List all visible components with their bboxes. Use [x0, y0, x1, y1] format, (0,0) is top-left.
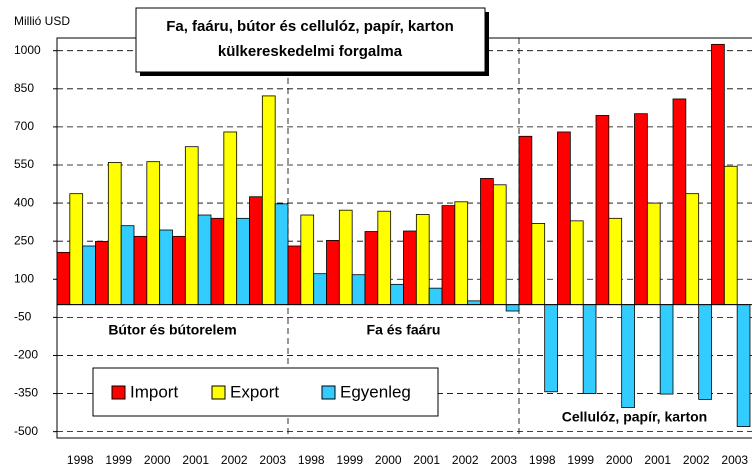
bar	[518, 135, 533, 306]
bar	[595, 115, 610, 306]
bar	[441, 205, 456, 306]
bar	[184, 146, 199, 306]
bar	[403, 230, 417, 306]
x-tick-label: 2002	[683, 453, 710, 467]
chart-title: Fa, faáru, bútor és cellulóz, papír, kar…	[166, 18, 454, 35]
bar	[261, 95, 276, 306]
x-tick-label: 2002	[452, 453, 479, 467]
x-tick-label: 2003	[490, 453, 517, 467]
bar	[159, 229, 173, 306]
x-tick-label: 2001	[182, 453, 209, 467]
bar	[223, 131, 238, 306]
group-label: Bútor és bútorelem	[108, 322, 236, 338]
bar	[377, 210, 392, 306]
y-tick-label: -50	[14, 310, 32, 324]
bar	[172, 235, 186, 306]
group-label: Fa és faáru	[367, 322, 441, 338]
bar	[249, 196, 263, 306]
bar	[107, 162, 122, 306]
x-tick-label: 2001	[644, 453, 671, 467]
bar	[95, 241, 109, 306]
bar	[274, 203, 289, 306]
y-axis-label: Millió USD	[14, 14, 70, 28]
y-tick-label: 700	[14, 119, 34, 133]
bar	[56, 251, 71, 306]
x-tick-label: 2003	[259, 453, 286, 467]
bar	[698, 304, 712, 400]
bar	[428, 287, 443, 306]
bar	[685, 193, 700, 306]
bar	[133, 235, 148, 306]
bar	[531, 222, 546, 306]
legend-swatch	[321, 385, 336, 400]
x-tick-label: 2000	[144, 453, 171, 467]
chart-title: külkereskedelmi forgalma	[218, 43, 403, 60]
x-tick-label: 1998	[298, 453, 325, 467]
bar	[634, 113, 648, 306]
bar	[646, 202, 661, 306]
bar	[120, 225, 135, 306]
x-tick-label: 2002	[221, 453, 248, 467]
x-tick-label: 2001	[413, 453, 440, 467]
x-tick-label: 1998	[529, 453, 556, 467]
bar	[723, 165, 738, 306]
bar	[505, 304, 520, 312]
bar	[390, 283, 404, 306]
bar	[69, 193, 84, 306]
x-tick-label: 1999	[336, 453, 363, 467]
legend-swatch	[111, 385, 126, 400]
bar	[236, 217, 250, 306]
bar	[313, 273, 327, 306]
group-label: Cellulóz, papír, karton	[562, 409, 707, 425]
legend-box	[92, 367, 439, 417]
legend-swatch	[211, 385, 226, 400]
bar	[351, 274, 366, 306]
bar	[300, 214, 315, 306]
y-tick-label: 400	[14, 195, 34, 209]
y-tick-label: 100	[14, 271, 34, 285]
y-tick-label: 1000	[14, 43, 41, 57]
x-tick-label: 1999	[567, 453, 594, 467]
bar	[82, 245, 96, 306]
y-tick-label: 550	[14, 157, 34, 171]
bar	[338, 209, 353, 306]
bar	[736, 304, 751, 427]
y-tick-label: -500	[14, 424, 38, 438]
y-tick-label: 850	[14, 81, 34, 95]
bar	[557, 131, 571, 306]
legend-label: Import	[130, 382, 178, 401]
bar	[480, 178, 494, 306]
bar	[544, 304, 558, 393]
y-tick-label: 250	[14, 233, 34, 247]
bar	[582, 304, 597, 394]
bar	[287, 245, 302, 306]
y-tick-label: -200	[14, 348, 38, 362]
x-tick-label: 2000	[375, 453, 402, 467]
bar	[672, 98, 687, 306]
legend-label: Egyenleg	[340, 382, 411, 401]
bar	[454, 201, 469, 306]
bar	[608, 217, 623, 306]
bar	[659, 304, 674, 395]
bar	[415, 214, 430, 306]
bar	[326, 240, 340, 306]
bar	[197, 214, 212, 306]
bar	[210, 217, 225, 306]
legend-label: Export	[230, 382, 279, 401]
bar	[146, 161, 161, 306]
x-tick-label: 1998	[67, 453, 94, 467]
bar	[569, 220, 584, 306]
y-tick-label: -350	[14, 386, 38, 400]
x-tick-label: 2000	[606, 453, 633, 467]
title-box	[135, 7, 486, 73]
x-tick-label: 1999	[105, 453, 132, 467]
bar	[711, 43, 725, 306]
bar	[621, 304, 635, 408]
bar	[364, 231, 379, 306]
bar	[467, 300, 481, 306]
bar	[492, 184, 507, 306]
x-tick-label: 2003	[721, 453, 748, 467]
